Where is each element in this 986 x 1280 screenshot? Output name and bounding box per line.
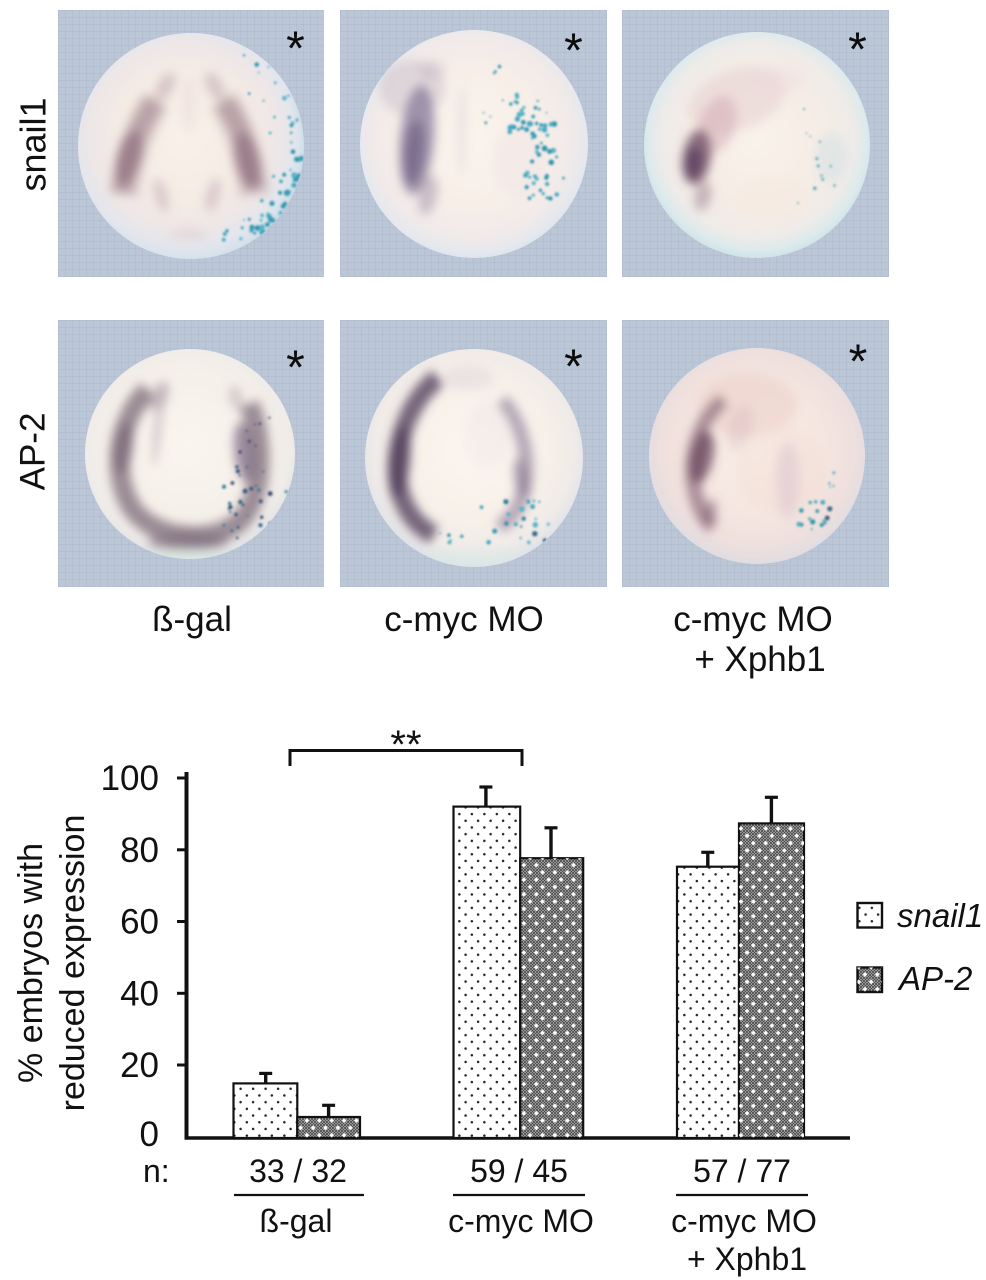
- svg-text:+ Xphb1: + Xphb1: [694, 640, 825, 679]
- svg-text:40: 40: [120, 974, 159, 1013]
- svg-text:ß-gal: ß-gal: [152, 600, 232, 639]
- svg-text:AP-2: AP-2: [14, 413, 53, 491]
- svg-text:snail1: snail1: [897, 897, 983, 934]
- svg-text:*: *: [849, 335, 868, 388]
- svg-text:*: *: [848, 24, 867, 77]
- svg-text:20: 20: [120, 1046, 159, 1085]
- svg-text:**: **: [390, 723, 421, 767]
- svg-text:33 / 32: 33 / 32: [249, 1153, 347, 1189]
- svg-text:ß-gal: ß-gal: [260, 1203, 333, 1239]
- svg-text:% embryos with: % embryos with: [12, 843, 50, 1083]
- svg-text:57 / 77: 57 / 77: [693, 1153, 791, 1189]
- svg-text:reduced expression: reduced expression: [54, 815, 92, 1112]
- svg-text:*: *: [286, 341, 305, 394]
- svg-text:*: *: [564, 25, 583, 78]
- svg-text:c-myc MO: c-myc MO: [448, 1203, 594, 1239]
- svg-text:+ Xphb1: + Xphb1: [687, 1241, 807, 1277]
- svg-text:n:: n:: [143, 1153, 170, 1189]
- svg-text:*: *: [286, 23, 305, 76]
- svg-text:100: 100: [101, 759, 159, 798]
- svg-text:59 / 45: 59 / 45: [470, 1153, 568, 1189]
- svg-text:80: 80: [120, 831, 159, 870]
- svg-text:0: 0: [140, 1115, 159, 1154]
- svg-text:c-myc MO: c-myc MO: [671, 1203, 817, 1239]
- svg-text:60: 60: [120, 903, 159, 942]
- svg-text:snail1: snail1: [13, 97, 54, 191]
- svg-text:AP-2: AP-2: [897, 960, 972, 997]
- svg-text:*: *: [564, 341, 583, 394]
- svg-text:c-myc MO: c-myc MO: [384, 600, 543, 639]
- svg-text:c-myc MO: c-myc MO: [673, 600, 832, 639]
